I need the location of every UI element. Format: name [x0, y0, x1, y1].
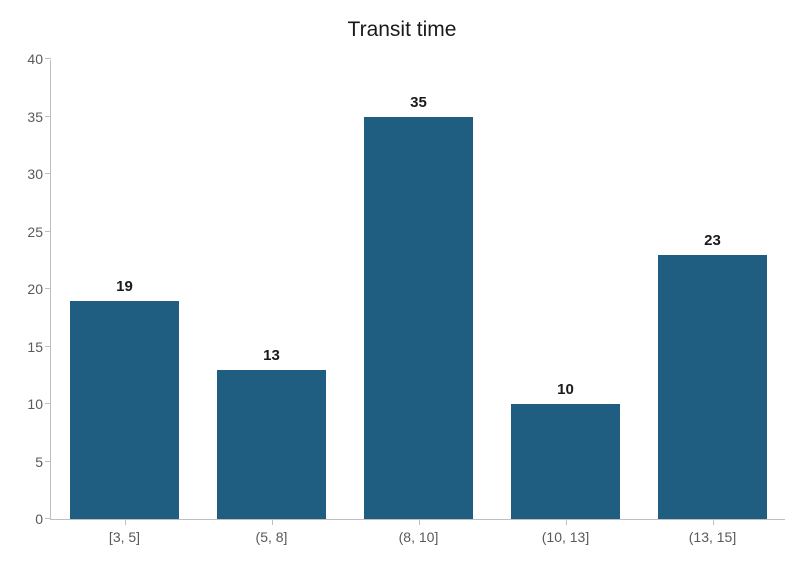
- transit-time-chart: Transit time 051015202530354019[3, 5]13(…: [0, 0, 804, 567]
- y-tick-label: 30: [27, 166, 51, 182]
- y-tick-label: 5: [35, 454, 51, 470]
- y-tick-mark: [45, 58, 51, 59]
- y-tick-label: 20: [27, 281, 51, 297]
- y-tick-mark: [45, 116, 51, 117]
- bar-value-label: 13: [263, 347, 280, 370]
- x-tick-mark: [713, 519, 714, 525]
- x-tick-mark: [566, 519, 567, 525]
- bar: 19: [70, 301, 179, 520]
- chart-title: Transit time: [0, 18, 804, 42]
- bar-value-label: 35: [410, 94, 427, 117]
- y-tick-mark: [45, 173, 51, 174]
- bar: 23: [658, 255, 767, 520]
- y-tick-mark: [45, 346, 51, 347]
- bar: 35: [364, 117, 473, 520]
- y-tick-label: 10: [27, 396, 51, 412]
- y-tick-label: 0: [35, 511, 51, 527]
- x-tick-mark: [125, 519, 126, 525]
- x-tick-mark: [419, 519, 420, 525]
- y-tick-label: 40: [27, 51, 51, 67]
- y-tick-label: 25: [27, 224, 51, 240]
- y-tick-mark: [45, 403, 51, 404]
- x-tick-mark: [272, 519, 273, 525]
- y-tick-mark: [45, 461, 51, 462]
- bar: 13: [217, 370, 326, 520]
- bar-value-label: 23: [704, 232, 721, 255]
- bar: 10: [511, 404, 620, 519]
- bar-value-label: 19: [116, 278, 133, 301]
- bar-value-label: 10: [557, 381, 574, 404]
- y-tick-mark: [45, 518, 51, 519]
- y-tick-label: 15: [27, 339, 51, 355]
- y-tick-mark: [45, 231, 51, 232]
- y-tick-label: 35: [27, 109, 51, 125]
- y-tick-mark: [45, 288, 51, 289]
- plot-area: 051015202530354019[3, 5]13(5, 8]35(8, 10…: [50, 60, 785, 520]
